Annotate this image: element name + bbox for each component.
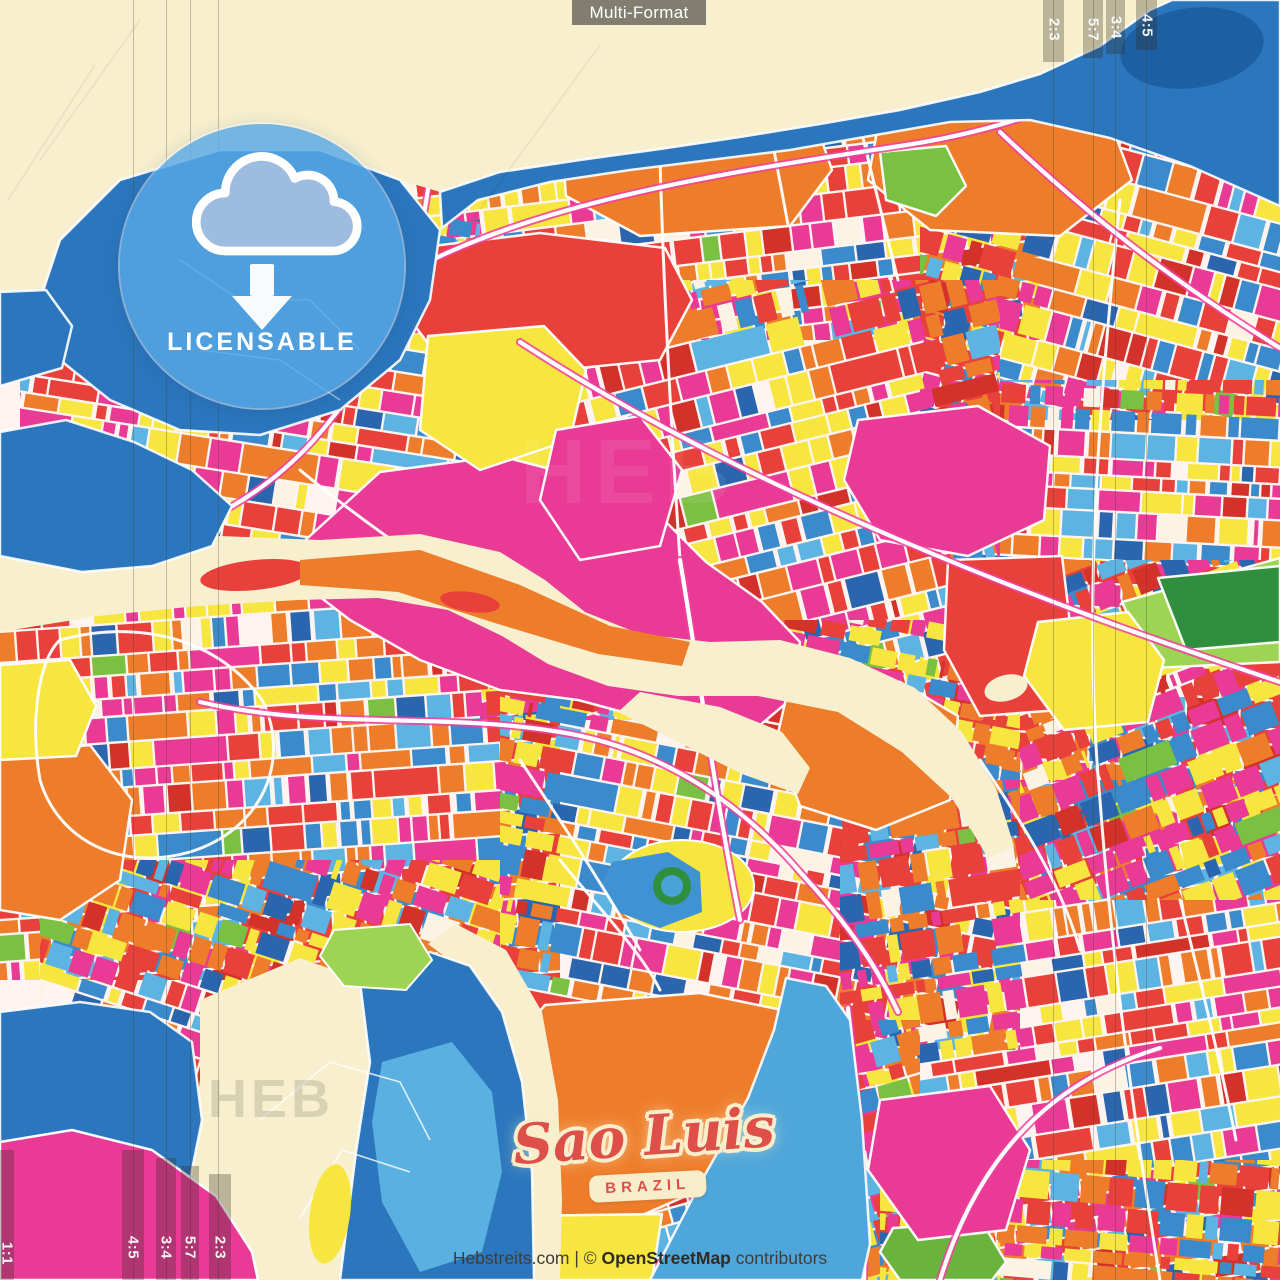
format-tag: Multi-Format xyxy=(572,0,706,25)
attribution: Hebstreits.com | © OpenStreetMap contrib… xyxy=(0,1248,1280,1269)
crop-guide-line xyxy=(190,0,191,1280)
crop-stripe-5-7: 5:7 xyxy=(1083,0,1103,58)
badge-label: LICENSABLE xyxy=(167,328,357,356)
crop-stripe-2-3: 2:3 xyxy=(1043,0,1064,62)
crop-guide-line xyxy=(1093,0,1094,1280)
licensable-badge[interactable]: LICENSABLE xyxy=(120,124,404,408)
aspect-ratio-label: 2:3 xyxy=(1045,17,1062,42)
crop-stripe-3-4: 3:4 xyxy=(1106,0,1125,54)
hebstreits-watermark: HEB xyxy=(208,1069,335,1129)
crop-guide-line xyxy=(1115,0,1116,1280)
aspect-ratio-label: 3:4 xyxy=(1107,15,1124,40)
attribution-suffix: contributors xyxy=(730,1248,828,1268)
crop-guide-line xyxy=(133,0,134,1280)
crop-stripe-3-4: 3:4 xyxy=(156,1158,176,1280)
crop-stripe-4-5: 4:5 xyxy=(1136,0,1157,50)
aspect-ratio-label: 5:7 xyxy=(1084,17,1102,42)
hebstreits-watermark: HEB xyxy=(520,421,739,523)
crop-guide-line xyxy=(166,0,167,1280)
crop-guide-line xyxy=(1146,0,1147,1280)
cloud-download-icon xyxy=(191,152,362,330)
crop-stripe-4-5: 4:5 xyxy=(122,1150,144,1280)
crop-guide-line xyxy=(1053,0,1054,1280)
crop-stripe-1-1: 1:1 xyxy=(0,1150,16,1280)
crop-stripe-2-3: 2:3 xyxy=(209,1174,231,1280)
crop-stripe-5-7: 5:7 xyxy=(181,1166,199,1280)
attribution-brand: OpenStreetMap xyxy=(601,1248,731,1268)
attribution-prefix: Hebstreits.com | © xyxy=(452,1248,602,1268)
crop-guide-line xyxy=(218,0,219,1280)
aspect-ratio-label: 4:5 xyxy=(1138,13,1155,38)
